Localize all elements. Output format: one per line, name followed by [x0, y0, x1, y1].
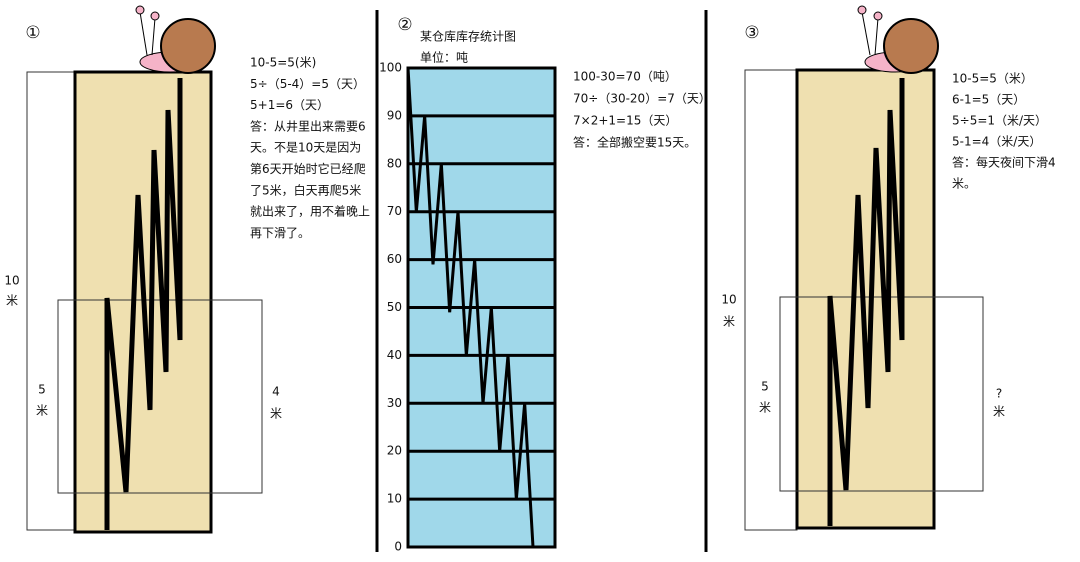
y-tick-label: 20 — [387, 444, 402, 458]
solution-line: 100-30=70（吨） — [573, 70, 677, 84]
y-tick-label: 100 — [379, 61, 402, 75]
snail-path — [104, 78, 183, 530]
total-label: 10 — [4, 274, 19, 288]
solution-line: 5-1=4（米/天） — [952, 135, 1041, 149]
snail — [135, 5, 216, 74]
right-label: ? — [996, 387, 1002, 401]
solution-line: 就出来了，用不着晚上 — [250, 204, 370, 219]
left-unit: 米 — [759, 401, 771, 415]
chart-title: 某仓库库存统计图 — [420, 29, 516, 44]
height-box — [26, 71, 76, 531]
right-label: 4 — [272, 385, 280, 399]
solution-line: 70÷（30-20）=7（天） — [573, 92, 711, 106]
height-box — [744, 69, 798, 531]
y-tick-label: 60 — [387, 252, 402, 266]
right-unit: 米 — [993, 405, 1005, 419]
total-label: 10 — [721, 293, 736, 307]
left-label: 5 — [38, 383, 46, 397]
snail-path — [827, 78, 905, 526]
solution-line: 10-5=5(米) — [250, 56, 316, 70]
solution-line: 6-1=5（天） — [952, 93, 1025, 107]
solution-line: 7×2+1=15（天） — [573, 114, 677, 128]
y-tick-label: 90 — [387, 108, 402, 122]
solution-line: 天。不是10天是因为 — [250, 141, 361, 155]
y-tick-label: 80 — [387, 156, 402, 170]
panel-number: ③ — [744, 23, 759, 43]
y-tick-label: 0 — [394, 540, 402, 554]
solution-line: 了5米，白天再爬5米 — [250, 182, 361, 197]
left-label: 5 — [761, 380, 769, 394]
y-tick-label: 40 — [387, 348, 402, 362]
solution-line: 5÷（5-4）=5（天） — [250, 77, 365, 91]
solution-line: 米。 — [952, 177, 976, 191]
solution-line: 5÷5=1（米/天） — [952, 114, 1047, 128]
solution-line: 答：每天夜间下滑4 — [952, 155, 1056, 170]
total-unit: 米 — [723, 315, 735, 329]
right-unit: 米 — [270, 407, 282, 421]
chart-unit: 单位：吨 — [420, 50, 468, 65]
solution-line: 第6天开始时它已经爬 — [250, 161, 366, 176]
solution-line: 5+1=6（天） — [250, 98, 329, 112]
y-tick-label: 30 — [387, 396, 402, 410]
panel-number: ① — [25, 23, 40, 43]
y-tick-label: 10 — [387, 492, 402, 506]
solution-line: 答：从井里出来需要6 — [250, 118, 366, 133]
solution-line: 再下滑了。 — [250, 226, 310, 240]
left-unit: 米 — [36, 404, 48, 418]
total-unit: 米 — [6, 294, 18, 308]
panel-number: ② — [397, 15, 412, 35]
solution-line: 答：全部搬空要15天。 — [573, 135, 696, 150]
solution-line: 10-5=5（米） — [952, 72, 1033, 86]
snail — [857, 5, 939, 74]
well — [795, 68, 936, 530]
y-tick-label: 70 — [387, 204, 402, 218]
stock-line — [406, 67, 535, 548]
y-tick-label: 50 — [387, 300, 402, 314]
